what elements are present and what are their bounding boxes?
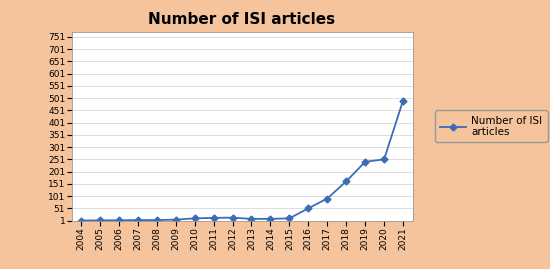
Number of ISI
articles: [400, 99, 406, 102]
Number of ISI
articles: [381, 158, 387, 161]
Number of ISI
articles: [210, 216, 217, 220]
Number of ISI
articles: [153, 218, 160, 222]
Number of ISI
articles: [305, 207, 312, 210]
Title: Number of ISI articles: Number of ISI articles: [148, 12, 336, 27]
Number of ISI
articles: [362, 160, 369, 164]
Number of ISI
articles: [343, 180, 349, 183]
Number of ISI
articles: [267, 217, 274, 221]
Number of ISI
articles: [116, 219, 122, 222]
Number of ISI
articles: [135, 218, 141, 222]
Number of ISI
articles: [172, 218, 179, 221]
Number of ISI
articles: [286, 217, 293, 220]
Number of ISI
articles: [324, 197, 331, 200]
Number of ISI
articles: [97, 219, 103, 222]
Number of ISI
articles: [229, 216, 236, 219]
Number of ISI
articles: [191, 217, 198, 220]
Line: Number of ISI
articles: Number of ISI articles: [79, 98, 405, 223]
Number of ISI
articles: [248, 217, 255, 221]
Number of ISI
articles: [78, 219, 84, 222]
Legend: Number of ISI
articles: Number of ISI articles: [434, 110, 548, 143]
